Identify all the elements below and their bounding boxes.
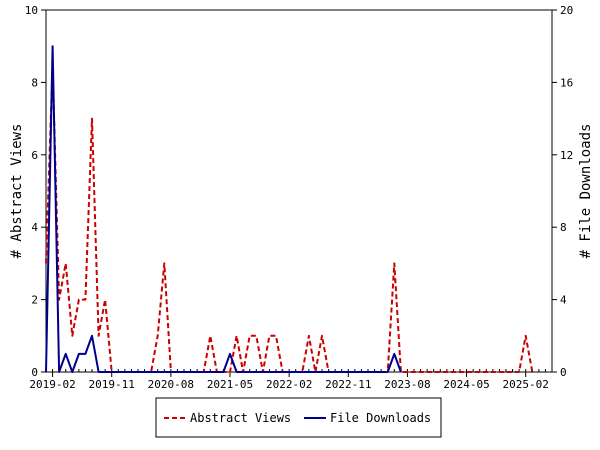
x-tick-label: 2019-02 <box>29 378 75 391</box>
legend: Abstract Views File Downloads <box>155 397 442 438</box>
y-right-tick-label: 20 <box>560 4 573 17</box>
x-tick-label: 2025-02 <box>503 378 549 391</box>
y-right-tick-label: 0 <box>560 366 567 379</box>
y-right-axis-ticks: 0 4 8 12 16 20 <box>552 4 573 379</box>
x-tick-label: 2022-11 <box>325 378 371 391</box>
y-left-tick-label: 0 <box>31 366 38 379</box>
y-left-tick-label: 8 <box>31 76 38 89</box>
legend-box <box>155 397 442 438</box>
legend-label-file-downloads: File Downloads <box>330 411 431 425</box>
x-tick-label: 2022-02 <box>266 378 312 391</box>
x-tick-label: 2019-11 <box>89 378 135 391</box>
y-right-axis-title: # File Downloads <box>578 124 594 259</box>
y-left-tick-label: 2 <box>31 294 38 307</box>
y-left-tick-label: 4 <box>31 221 38 234</box>
y-right-tick-label: 12 <box>560 149 573 162</box>
x-tick-label: 2020-08 <box>148 378 194 391</box>
y-left-tick-label: 10 <box>25 4 38 17</box>
x-tick-label: 2021-05 <box>207 378 253 391</box>
x-axis-ticks: 2019-02 2019-11 2020-08 2021-05 2022-02 2022-… <box>29 369 553 391</box>
plot-area <box>45 9 553 373</box>
y-left-tick-label: 6 <box>31 149 38 162</box>
y-right-tick-label: 16 <box>560 76 573 89</box>
series-layer <box>45 45 534 373</box>
y-right-tick-label: 8 <box>560 221 567 234</box>
series-line-abstract-views <box>45 63 534 373</box>
y-left-axis-ticks: 0 2 4 6 8 10 <box>25 4 46 379</box>
y-left-axis-title: # Abstract Views <box>9 124 25 259</box>
legend-label-abstract-views: Abstract Views <box>190 411 291 425</box>
y-right-tick-label: 4 <box>560 294 567 307</box>
series-line-file-downloads <box>45 45 402 373</box>
x-tick-label: 2024-05 <box>443 378 489 391</box>
x-tick-label: 2023-08 <box>384 378 430 391</box>
